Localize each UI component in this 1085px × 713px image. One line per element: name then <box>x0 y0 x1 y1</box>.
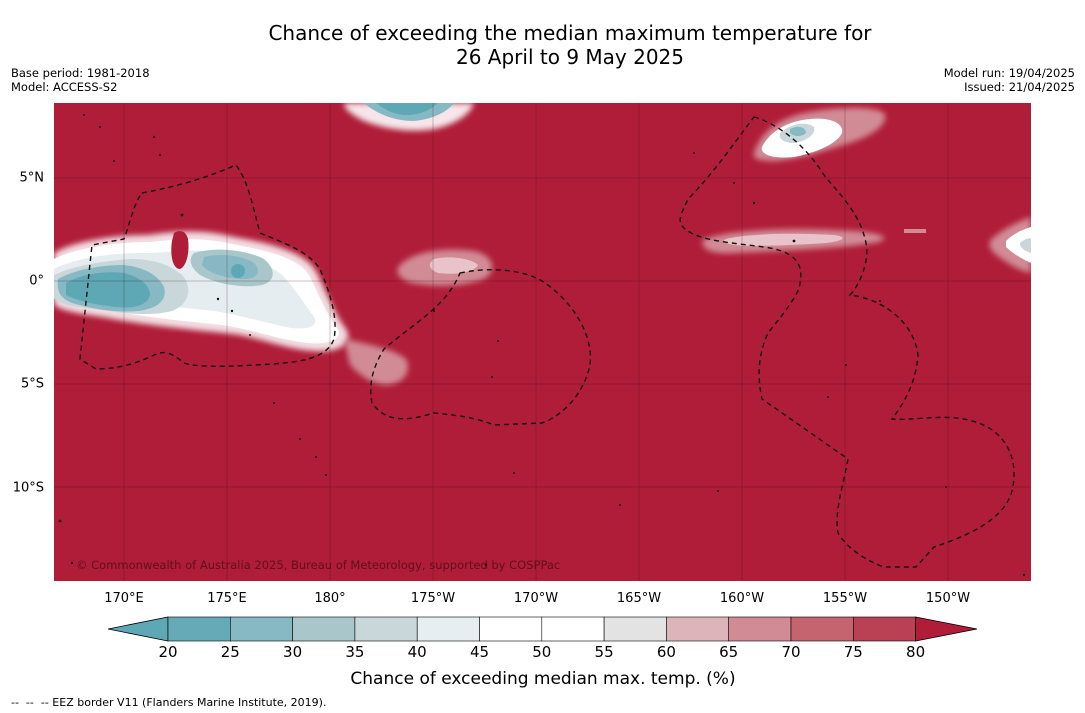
colorbar-tick-label: 60 <box>656 643 676 661</box>
title-line-1: Chance of exceeding the median maximum t… <box>268 21 872 45</box>
colorbar-segment <box>790 616 854 642</box>
lon-label: 165°W <box>616 591 662 606</box>
colorbar-segment <box>541 616 605 642</box>
colorbar-segment <box>852 616 916 642</box>
eez-borders <box>79 116 1015 568</box>
colorbar-segment <box>354 616 418 642</box>
eez-kiribati-gilbert <box>79 164 336 370</box>
model-name: Model: ACCESS-S2 <box>11 80 118 94</box>
lon-label: 175°W <box>410 591 456 606</box>
colorbar-segment <box>603 616 667 642</box>
colorbar-tick-label: 30 <box>283 643 303 661</box>
model-run: Model run: 19/04/2025 <box>943 66 1075 80</box>
map-title: Chance of exceeding the median maximum t… <box>0 21 1085 69</box>
colorbar-segment <box>292 616 356 642</box>
colorbar-tick-label: 55 <box>594 643 614 661</box>
colorbar-tick-label: 45 <box>469 643 490 661</box>
colorbar-segment <box>230 616 293 642</box>
colorbar-segment <box>666 616 730 642</box>
colorbar-tick-label: 70 <box>781 643 801 661</box>
colorbar-tick-label: 35 <box>345 643 365 661</box>
lon-label: 155°W <box>822 591 868 606</box>
colorbar-segment <box>728 616 792 642</box>
colorbar-tick-label: 40 <box>407 643 427 661</box>
meta-left: Base period: 1981-2018 Model: ACCESS-S2 <box>11 66 150 94</box>
issued-date: Issued: 21/04/2025 <box>964 80 1075 94</box>
colorbar-tick-label: 65 <box>719 643 739 661</box>
colorbar-tick-label: 20 <box>158 643 178 661</box>
colorbar-label: Chance of exceeding median max. temp. (%… <box>350 669 736 689</box>
colorbar <box>107 616 978 642</box>
lat-label: 5°S <box>20 376 44 392</box>
lat-label: 0° <box>29 273 44 289</box>
title-line-2: 26 April to 9 May 2025 <box>456 45 684 69</box>
lat-label: 10°S <box>12 480 44 496</box>
lon-label: 175°E <box>207 591 247 606</box>
eez-line-islands <box>679 116 1015 568</box>
lon-label: 150°W <box>925 591 971 606</box>
map-background <box>54 103 1031 581</box>
map-canvas <box>54 103 1031 581</box>
lon-label: 160°W <box>719 591 765 606</box>
colorbar-segment <box>416 616 480 642</box>
forecast-map <box>54 103 1031 581</box>
colorbar-segment <box>479 616 543 642</box>
eez-phoenix <box>370 269 592 426</box>
lon-label: 180° <box>314 591 346 606</box>
colorbar-tick-label: 80 <box>906 643 926 661</box>
lon-label: 170°W <box>513 591 559 606</box>
eez-footnote: -- -- -- EEZ border V11 (Flanders Marine… <box>11 696 327 709</box>
lat-label: 5°N <box>19 170 45 186</box>
colorbar-tick-label: 75 <box>843 643 863 661</box>
colorbar-graphic <box>107 616 978 642</box>
meta-right: Model run: 19/04/2025 Issued: 21/04/2025 <box>944 66 1075 94</box>
colorbar-extend-low <box>107 616 169 642</box>
colorbar-segment <box>167 616 231 642</box>
copyright-notice: © Commonwealth of Australia 2025, Bureau… <box>76 558 561 572</box>
anomaly-patches <box>54 103 1031 385</box>
lon-label: 170°E <box>104 591 144 606</box>
colorbar-tick-label: 50 <box>532 643 552 661</box>
base-period: Base period: 1981-2018 <box>11 66 150 80</box>
colorbar-extend-high <box>915 616 978 642</box>
colorbar-tick-label: 25 <box>220 643 240 661</box>
islands <box>58 114 1026 577</box>
